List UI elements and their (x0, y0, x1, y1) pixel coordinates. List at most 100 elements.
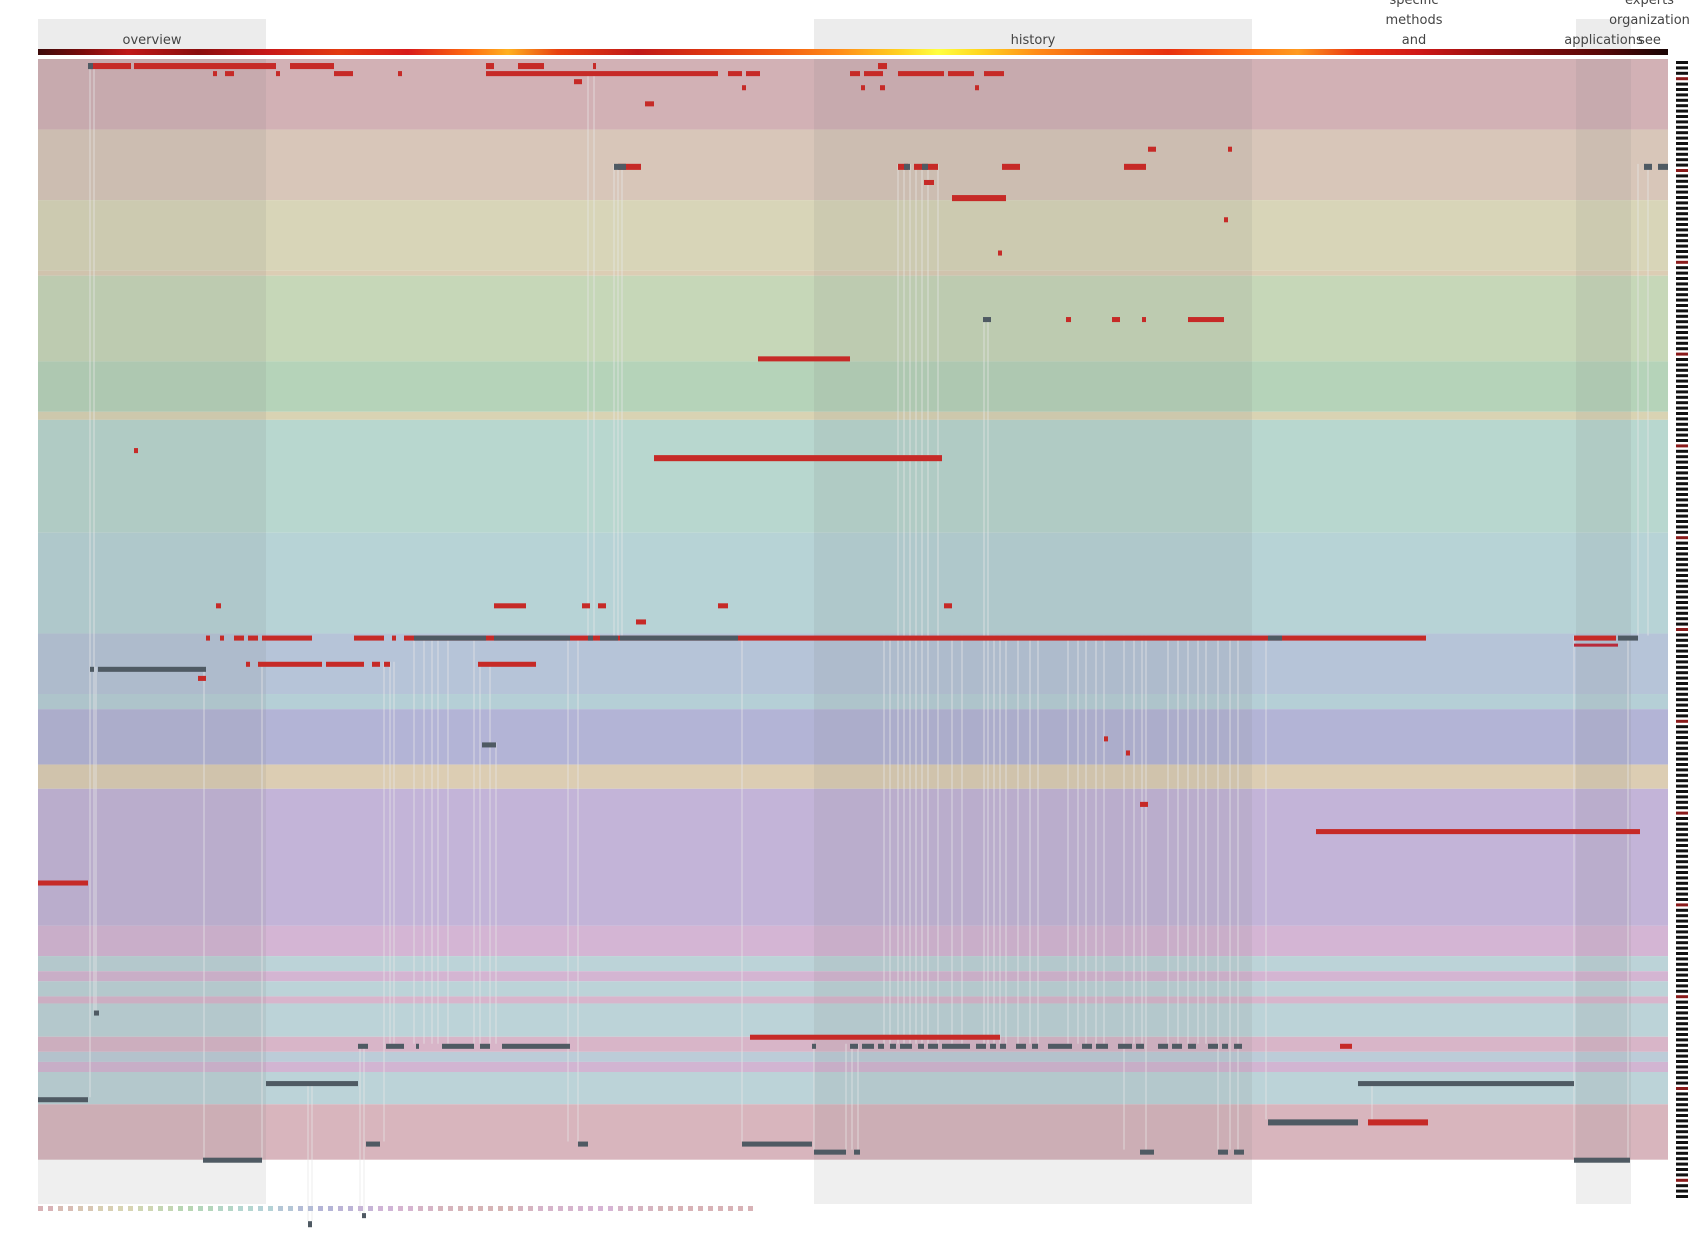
section-header-applications (1576, 19, 1631, 50)
legend-swatch-37 (408, 1206, 413, 1211)
red-bar-59 (1574, 635, 1616, 641)
legend-swatch-48 (518, 1206, 523, 1211)
band-4 (38, 275, 1668, 362)
slate-bar-37 (1032, 1043, 1038, 1049)
legend-swatch-38 (418, 1206, 423, 1211)
index-tick-182 (1676, 1043, 1688, 1047)
section-overlays (38, 59, 1631, 1204)
red-bar-67 (1104, 736, 1108, 742)
slate-bar-4 (494, 635, 570, 641)
index-tick-86 (1676, 525, 1688, 529)
index-tick-45 (1676, 304, 1688, 307)
index-tick-72 (1676, 449, 1688, 453)
index-tick-134 (1676, 784, 1688, 788)
band-11 (38, 709, 1668, 765)
slate-bar-59 (1218, 1149, 1228, 1155)
index-tick-109 (1676, 649, 1688, 653)
index-tick-9 (1676, 109, 1688, 113)
index-tick-156 (1676, 903, 1688, 907)
index-tick-190 (1676, 1087, 1688, 1090)
legend-swatch-16 (198, 1206, 203, 1211)
slate-bar-47 (1222, 1043, 1228, 1049)
legend-swatch-63 (668, 1206, 673, 1211)
index-tick-152 (1676, 881, 1688, 885)
index-tick-97 (1676, 584, 1688, 588)
index-tick-197 (1676, 1124, 1688, 1128)
index-tick-162 (1676, 935, 1688, 939)
index-tick-10 (1676, 115, 1688, 118)
band-17 (38, 981, 1668, 997)
slate-bar-14 (1658, 163, 1668, 170)
red-bar-71 (38, 880, 88, 886)
index-tick-65 (1676, 412, 1688, 415)
red-bar-28 (618, 163, 641, 170)
index-tick-35 (1676, 250, 1688, 253)
band-13 (38, 788, 1668, 926)
red-bar-3 (486, 63, 494, 70)
index-tick-163 (1676, 941, 1688, 945)
index-tick-63 (1676, 401, 1688, 405)
index-tick-157 (1676, 908, 1688, 912)
slate-bar-16 (482, 742, 496, 748)
red-bar-8 (225, 71, 234, 77)
index-tick-160 (1676, 925, 1688, 928)
legend-swatch-1 (48, 1206, 53, 1211)
index-tick-122 (1676, 719, 1688, 723)
index-tick-153 (1676, 887, 1688, 891)
index-tick-165 (1676, 952, 1688, 955)
index-tick-44 (1676, 298, 1688, 302)
index-tick-42 (1676, 287, 1688, 291)
legend-swatch-31 (348, 1206, 353, 1211)
index-tick-8 (1676, 104, 1688, 108)
red-bar-62 (326, 661, 364, 667)
red-bar-66 (198, 675, 206, 681)
index-tick-159 (1676, 919, 1688, 923)
legend-swatch-20 (238, 1206, 243, 1211)
red-bar-4 (518, 63, 544, 70)
index-tick-194 (1676, 1108, 1688, 1112)
index-tick-94 (1676, 568, 1688, 572)
band-3 (38, 270, 1668, 276)
slate-bar-60 (1234, 1149, 1244, 1155)
legend-swatch-67 (708, 1206, 713, 1211)
index-tick-22 (1676, 179, 1688, 183)
index-tick-38 (1676, 266, 1688, 270)
slate-bar-29 (900, 1043, 912, 1049)
legend-swatch-26 (298, 1206, 303, 1211)
index-tick-128 (1676, 752, 1688, 756)
index-tick-89 (1676, 541, 1688, 545)
slate-bar-30 (918, 1043, 924, 1049)
band-16 (38, 971, 1668, 982)
index-tick-64 (1676, 406, 1688, 410)
red-bar-55 (262, 635, 312, 641)
section-column-applications (1576, 59, 1631, 1204)
slate-bar-12 (922, 163, 928, 170)
index-tick-80 (1676, 493, 1688, 496)
index-tick-24 (1676, 190, 1688, 194)
index-tick-139 (1676, 811, 1688, 815)
section-label-specific-methods: specific (1389, 0, 1438, 8)
index-tick-56 (1676, 363, 1688, 367)
legend-swatch-23 (268, 1206, 273, 1211)
legend-swatch-71 (748, 1206, 753, 1211)
heat-strip (38, 49, 1668, 55)
index-tick-43 (1676, 293, 1688, 297)
section-label-applications: applications (1564, 33, 1643, 48)
legend-swatch-64 (678, 1206, 683, 1211)
slate-bar-63 (362, 1213, 366, 1219)
slate-bar-58 (1140, 1149, 1154, 1155)
index-tick-131 (1676, 768, 1688, 772)
index-tick-1 (1676, 66, 1688, 70)
section-label-experts: experts (1625, 0, 1674, 8)
red-bar-14 (746, 71, 760, 77)
index-tick-176 (1676, 1011, 1688, 1015)
red-bar-38 (1112, 317, 1120, 323)
index-tick-105 (1676, 628, 1688, 631)
index-tick-136 (1676, 795, 1688, 799)
slate-bar-9 (1618, 635, 1638, 641)
band-0 (38, 59, 1668, 130)
index-tick-19 (1676, 163, 1688, 167)
index-tick-88 (1676, 536, 1688, 540)
index-tick-120 (1676, 709, 1688, 712)
